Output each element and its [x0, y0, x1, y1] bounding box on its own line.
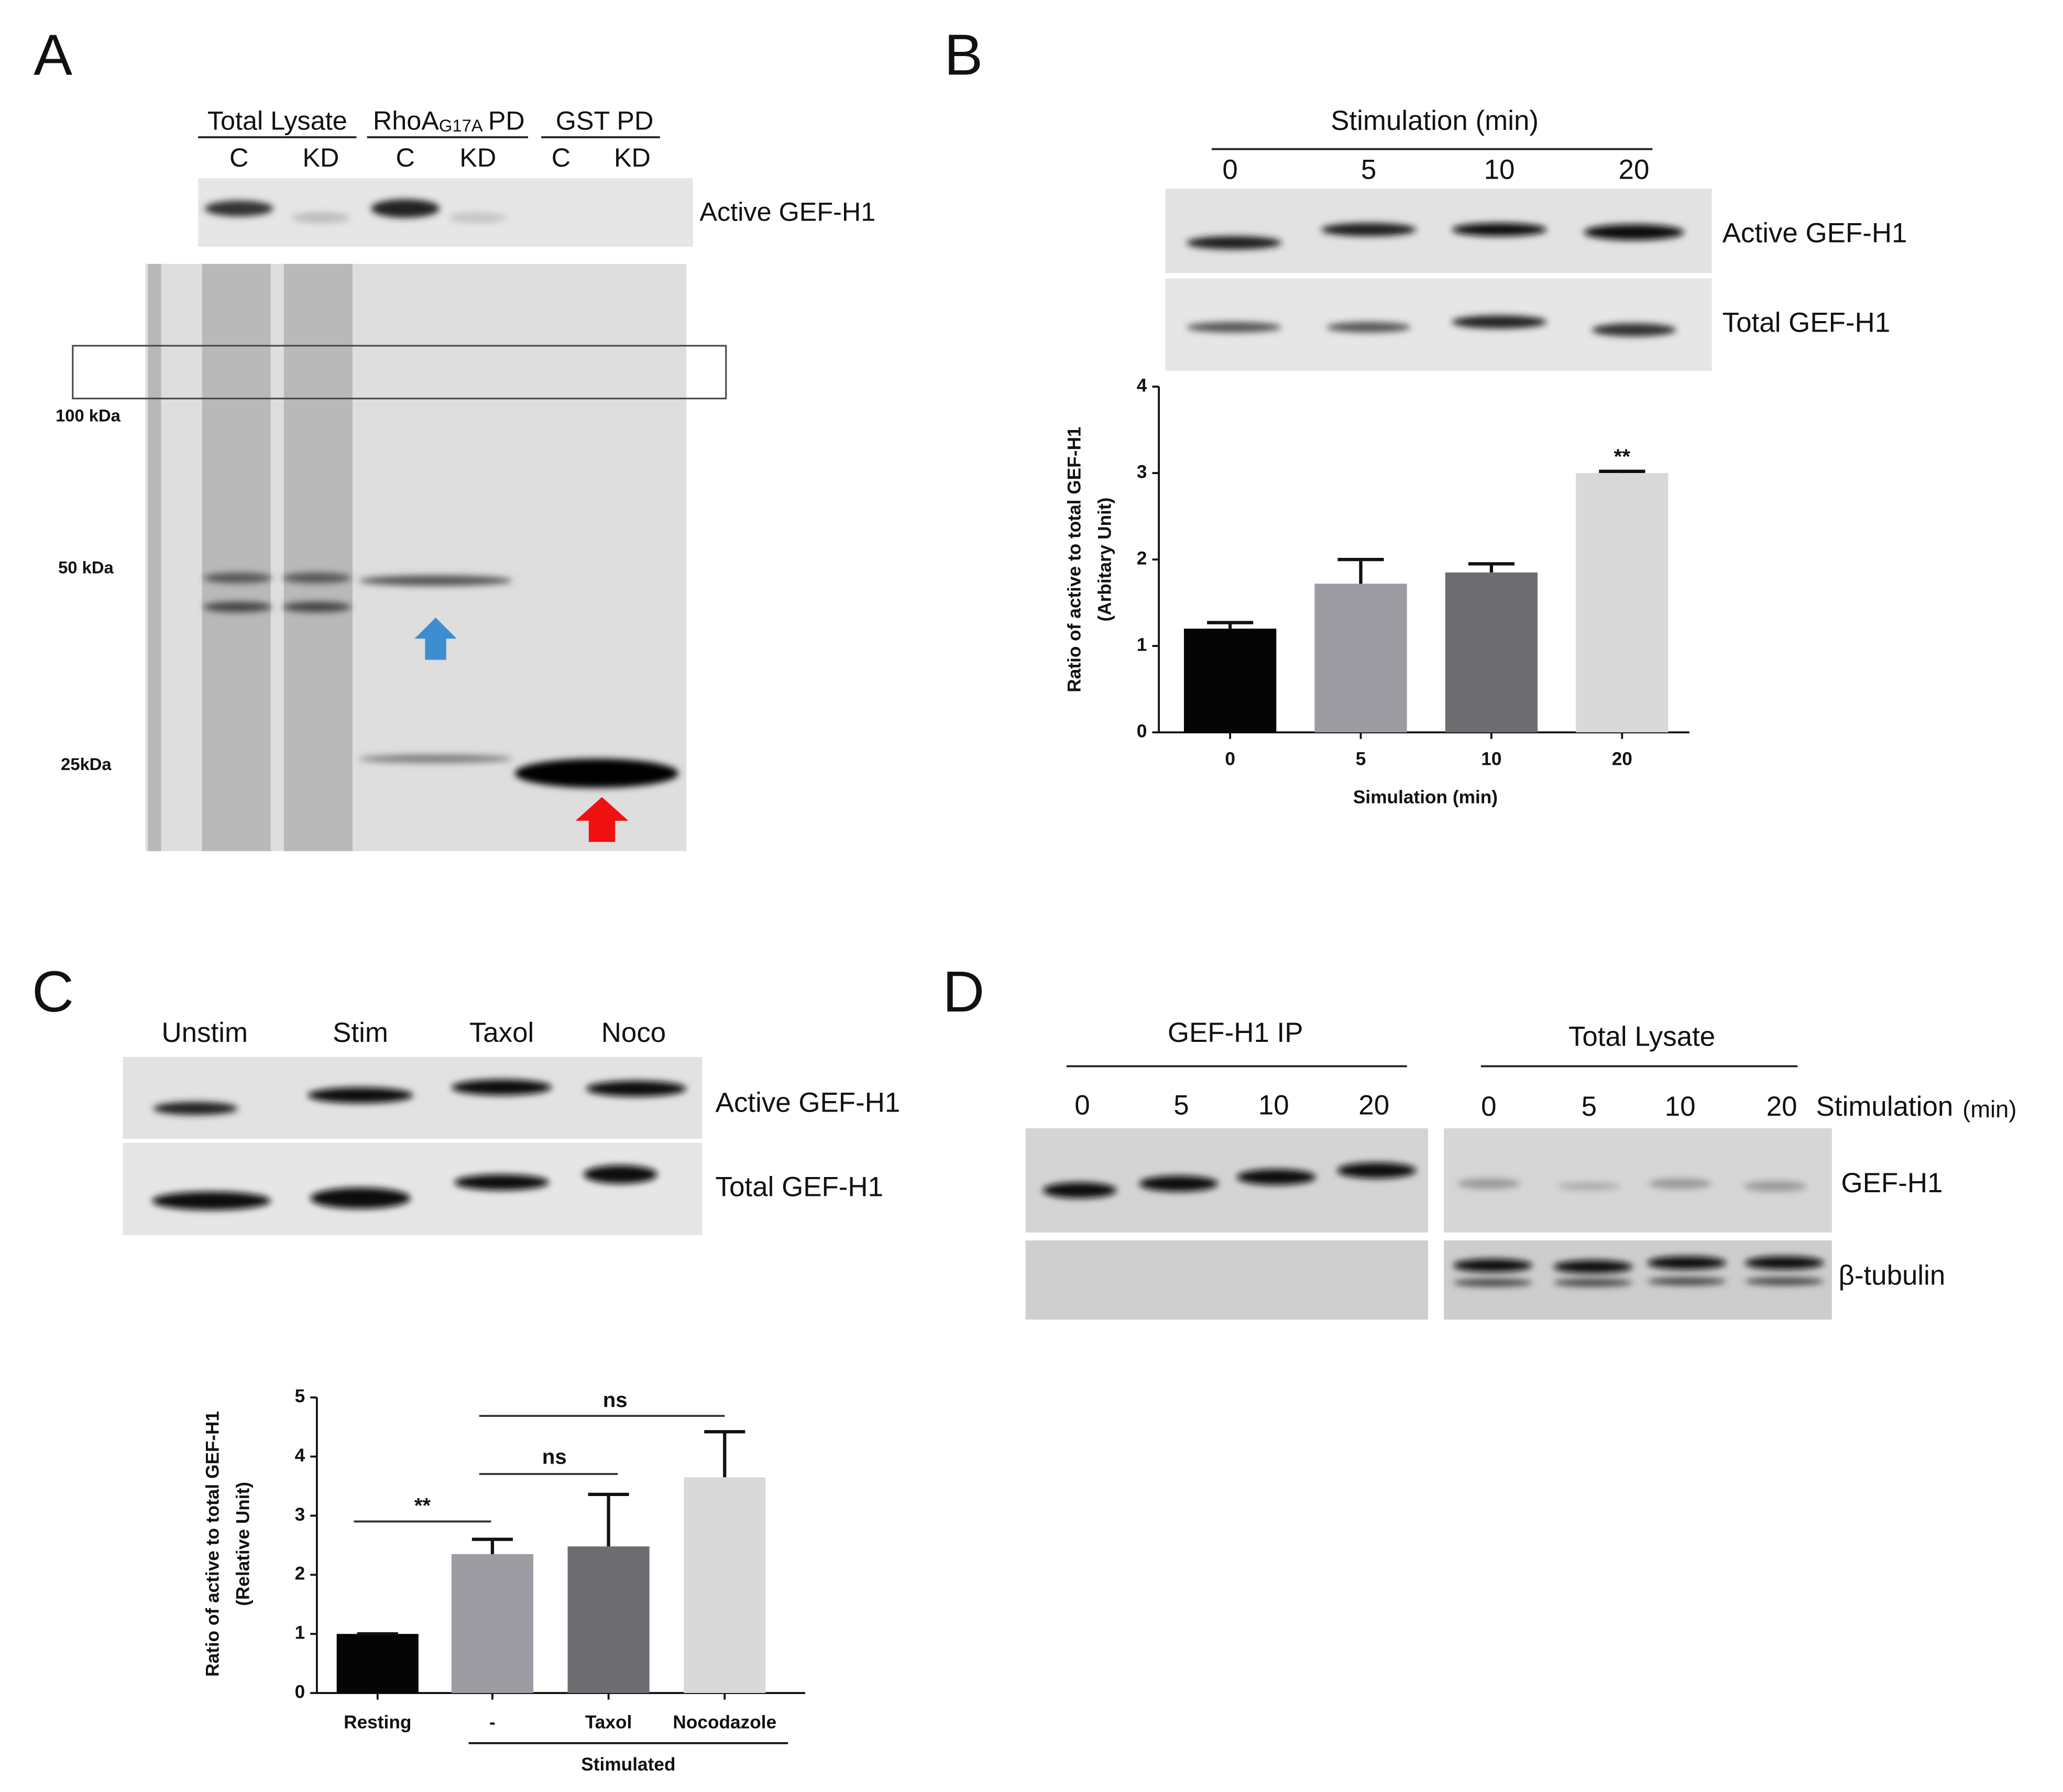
- bar: [684, 1477, 766, 1694]
- y-tick-label: 4: [1137, 375, 1147, 395]
- y-axis-label: Ratio of active to total GEF-H1: [1065, 426, 1085, 692]
- x-tick-label: 20: [1612, 749, 1632, 769]
- lane-label: C: [552, 142, 570, 172]
- blot: [123, 1057, 703, 1235]
- lane-label: Unstim: [161, 1017, 248, 1048]
- lane-label: C: [229, 142, 248, 172]
- x-axis-label: Simulation (min): [1353, 787, 1498, 807]
- error-bar: [588, 1492, 629, 1547]
- axis-label: Stimulation: [1816, 1091, 1954, 1122]
- y-tick-label: 2: [1137, 548, 1147, 568]
- y-tick-label: 0: [1137, 721, 1147, 741]
- bar: [336, 1634, 419, 1694]
- y-tick-label: 0: [295, 1681, 305, 1702]
- group-header: GST PD: [556, 106, 654, 136]
- lane-label: 20: [1619, 154, 1650, 185]
- error-bar: [1599, 469, 1645, 474]
- lane-label: KD: [614, 142, 651, 172]
- error-bar: [1207, 621, 1254, 629]
- marker-label: 25kDa: [61, 754, 112, 774]
- lane-label: Noco: [601, 1017, 666, 1048]
- blot-label: β-tubulin: [1838, 1260, 1945, 1291]
- lane-label: 5: [1582, 1091, 1597, 1122]
- group-subscript: G17A: [439, 115, 483, 135]
- group-name: RhoA: [373, 106, 439, 136]
- lane-label: 5: [1361, 154, 1376, 185]
- x-tick-label: 0: [1225, 749, 1235, 769]
- annotation: **: [1614, 445, 1631, 468]
- blot: [198, 178, 693, 247]
- group-suffix: PD: [488, 106, 525, 136]
- x-tick-label: -: [489, 1712, 496, 1732]
- y-tick-label: 1: [295, 1623, 305, 1643]
- panel-label: A: [34, 23, 72, 87]
- lane-label: 0: [1481, 1091, 1496, 1122]
- panel-label: B: [944, 23, 983, 87]
- error-bar: [1337, 557, 1384, 584]
- group-header: Total Lysate: [1568, 1021, 1715, 1052]
- lane-label: 20: [1766, 1091, 1797, 1122]
- blot-label: Total GEF-H1: [716, 1172, 883, 1203]
- blot: [1025, 1128, 1832, 1320]
- lane-label: 20: [1358, 1090, 1389, 1121]
- annotation: ns: [542, 1445, 567, 1468]
- x-tick-label: Taxol: [585, 1712, 632, 1732]
- annotation: **: [414, 1494, 431, 1518]
- bar: [1576, 473, 1669, 733]
- y-tick-label: 2: [295, 1564, 305, 1584]
- gel: [72, 263, 727, 851]
- blot-label: Total GEF-H1: [1722, 307, 1890, 338]
- x-tick-label: 5: [1356, 749, 1366, 769]
- lane-label: 10: [1258, 1090, 1289, 1121]
- lane-label: Taxol: [469, 1017, 534, 1048]
- lane-label: Stim: [333, 1017, 388, 1048]
- y-tick-label: 3: [295, 1504, 305, 1525]
- y-tick-label: 1: [1137, 634, 1147, 655]
- y-tick-label: 5: [295, 1386, 305, 1406]
- bar: [567, 1546, 650, 1694]
- error-bar: [471, 1537, 513, 1554]
- marker-label: 50 kDa: [58, 557, 114, 577]
- group-label: Stimulated: [581, 1754, 675, 1775]
- x-tick-label: 10: [1481, 749, 1501, 769]
- y-tick-label: 3: [1137, 461, 1147, 482]
- blot-label: GEF-H1: [1841, 1168, 1943, 1199]
- x-tick-label: Resting: [344, 1712, 411, 1732]
- blot: [1165, 189, 1712, 371]
- lane-label: 0: [1222, 154, 1237, 185]
- bar: [1183, 629, 1277, 733]
- blot-label: Active GEF-H1: [1722, 217, 1907, 248]
- y-axis-label: Ratio of active to total GEF-H1: [203, 1411, 223, 1677]
- blot-label: Active GEF-H1: [699, 196, 875, 226]
- panel-label: D: [942, 960, 984, 1024]
- bar: [451, 1554, 534, 1694]
- lane-label: KD: [459, 142, 496, 172]
- lane-label: 10: [1665, 1091, 1696, 1122]
- lane-label: KD: [302, 142, 339, 172]
- group-header: GEF-H1 IP: [1168, 1017, 1303, 1048]
- lane-label: C: [396, 142, 414, 172]
- y-axis-label: (Arbitary Unit): [1095, 498, 1115, 622]
- blot-header: Stimulation (min): [1331, 105, 1539, 136]
- bar: [1445, 572, 1538, 733]
- y-tick-label: 4: [295, 1445, 305, 1466]
- lane-label: 10: [1484, 154, 1515, 185]
- y-axis-label: (Relative Unit): [233, 1482, 254, 1606]
- blot-label: Active GEF-H1: [716, 1087, 901, 1118]
- lane-label: 5: [1173, 1090, 1189, 1121]
- x-tick-label: Nocodazole: [673, 1712, 776, 1732]
- error-bar: [1468, 562, 1515, 573]
- annotation: ns: [603, 1388, 628, 1412]
- axis-unit: (min): [1962, 1096, 2016, 1123]
- marker-label: 100 kDa: [56, 406, 121, 425]
- bar: [1314, 584, 1407, 733]
- lane-label: 0: [1074, 1090, 1090, 1121]
- panel-label: C: [32, 960, 74, 1024]
- error-bar: [704, 1430, 745, 1478]
- group-header: Total Lysate: [207, 106, 347, 136]
- group-header: RhoAG17A PD: [373, 106, 525, 136]
